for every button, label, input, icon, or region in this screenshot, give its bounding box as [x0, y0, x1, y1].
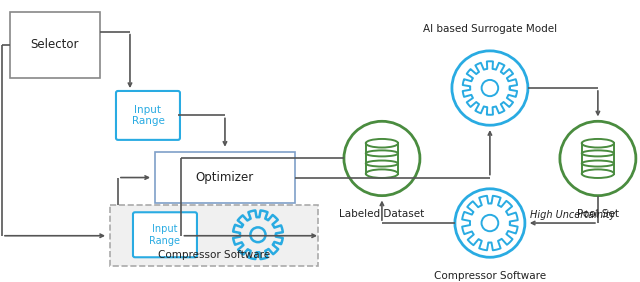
Text: Pool Set: Pool Set [577, 209, 619, 219]
Text: Input
Range: Input Range [132, 105, 164, 126]
FancyBboxPatch shape [110, 205, 318, 266]
Text: Compressor Software: Compressor Software [434, 271, 546, 281]
FancyBboxPatch shape [116, 91, 180, 140]
Text: AI based Surrogate Model: AI based Surrogate Model [423, 24, 557, 34]
Text: Labeled Dataset: Labeled Dataset [339, 209, 424, 219]
FancyBboxPatch shape [155, 152, 295, 204]
Text: High Uncertainity: High Uncertainity [530, 210, 615, 220]
FancyBboxPatch shape [133, 212, 197, 257]
Text: Input
Range: Input Range [150, 224, 180, 246]
Text: Selector: Selector [31, 39, 79, 52]
Text: Compressor Software: Compressor Software [158, 250, 270, 260]
FancyBboxPatch shape [10, 12, 100, 78]
Text: Optimizer: Optimizer [196, 171, 254, 184]
